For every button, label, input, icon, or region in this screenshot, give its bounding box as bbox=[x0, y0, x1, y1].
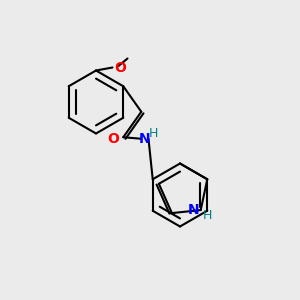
Text: H: H bbox=[148, 127, 158, 140]
Text: N: N bbox=[139, 132, 151, 146]
Text: O: O bbox=[114, 61, 126, 74]
Text: N: N bbox=[188, 203, 199, 217]
Text: O: O bbox=[108, 132, 120, 146]
Text: H: H bbox=[202, 209, 212, 222]
